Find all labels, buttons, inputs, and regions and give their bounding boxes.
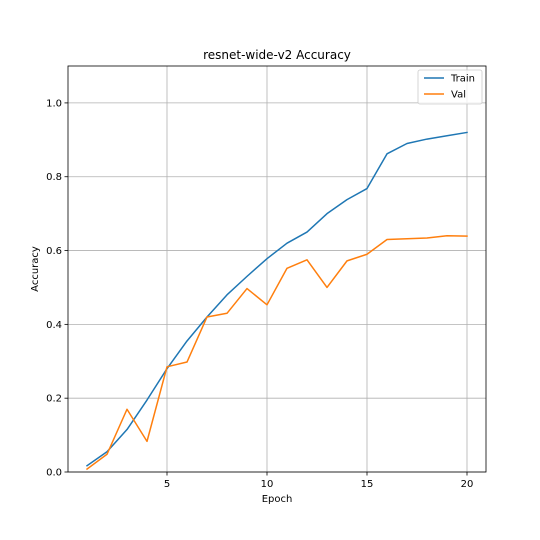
series-line-val xyxy=(85,235,468,471)
chart-title: resnet-wide-v2 Accuracy xyxy=(203,48,351,62)
plot-frame xyxy=(67,65,487,473)
x-tick-label: 15 xyxy=(361,479,374,490)
x-axis-label: Epoch xyxy=(262,494,293,505)
y-tick-label: 1.0 xyxy=(46,98,62,109)
legend-label-val: Val xyxy=(451,90,466,101)
axis-ticks: 5 10 15 20 0.0 0.2 0.4 0.6 0.8 1.0 xyxy=(46,98,473,490)
y-axis-label: Accuracy xyxy=(30,246,41,292)
x-tick-label: 20 xyxy=(461,479,474,490)
y-tick-label: 0.6 xyxy=(46,246,62,257)
y-tick-label: 0.2 xyxy=(46,394,62,405)
grid-lines xyxy=(68,66,486,473)
x-tick-label: 5 xyxy=(164,479,170,490)
legend: Train Val xyxy=(417,69,483,105)
series-lines xyxy=(85,131,468,471)
legend-label-train: Train xyxy=(450,74,475,85)
y-tick-label: 0.0 xyxy=(46,468,62,479)
x-tick-label: 10 xyxy=(261,479,274,490)
y-tick-label: 0.4 xyxy=(46,320,62,331)
series-line-train xyxy=(85,131,468,467)
y-tick-label: 0.8 xyxy=(46,172,62,183)
